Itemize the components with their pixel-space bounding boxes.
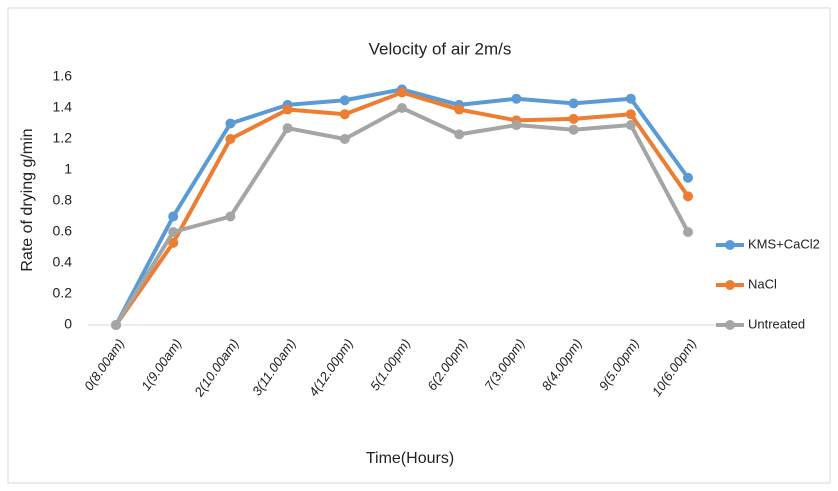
y-tick-label: 0.6 xyxy=(53,223,73,239)
y-axis-title: Rate of drying g/min xyxy=(19,128,36,271)
data-point xyxy=(397,103,407,113)
x-axis-title: Time(Hours) xyxy=(366,450,454,467)
data-point xyxy=(625,120,636,131)
data-point xyxy=(625,93,636,104)
data-point xyxy=(625,109,636,120)
data-point xyxy=(397,87,407,98)
y-tick-label: 0.2 xyxy=(53,285,73,301)
y-tick-label: 1.2 xyxy=(53,130,73,146)
data-point xyxy=(225,211,236,222)
data-point xyxy=(111,320,121,330)
y-tick-label: 0.8 xyxy=(53,192,73,208)
data-point xyxy=(454,129,465,140)
data-point xyxy=(168,237,179,248)
data-point xyxy=(225,118,236,129)
legend-marker xyxy=(725,320,735,330)
legend-label: Untreated xyxy=(748,316,805,331)
data-point xyxy=(683,191,693,202)
data-point xyxy=(683,172,693,183)
legend-label: NaCl xyxy=(748,276,777,291)
legend-marker xyxy=(725,280,735,290)
y-tick-label: 1.4 xyxy=(53,99,73,115)
data-point xyxy=(168,211,179,222)
chart-title: Velocity of air 2m/s xyxy=(369,39,512,58)
legend-marker xyxy=(725,240,735,250)
y-tick-label: 0.4 xyxy=(53,254,73,270)
y-tick-label: 0 xyxy=(64,316,72,332)
data-point xyxy=(568,124,579,135)
data-point xyxy=(683,227,693,237)
data-point xyxy=(339,95,350,106)
legend-label: KMS+CaCl2 xyxy=(748,236,820,251)
data-point xyxy=(225,134,236,144)
data-point xyxy=(339,109,350,120)
y-tick-label: 1 xyxy=(64,161,72,177)
data-point xyxy=(511,120,522,131)
y-tick-label: 1.6 xyxy=(53,68,73,84)
data-point xyxy=(339,134,350,144)
data-point xyxy=(282,104,293,115)
data-point xyxy=(168,227,179,237)
data-point xyxy=(511,93,522,104)
data-point xyxy=(454,104,465,115)
data-point xyxy=(282,123,293,134)
chart-border xyxy=(7,7,831,484)
data-point xyxy=(568,113,579,124)
data-point xyxy=(568,98,579,109)
